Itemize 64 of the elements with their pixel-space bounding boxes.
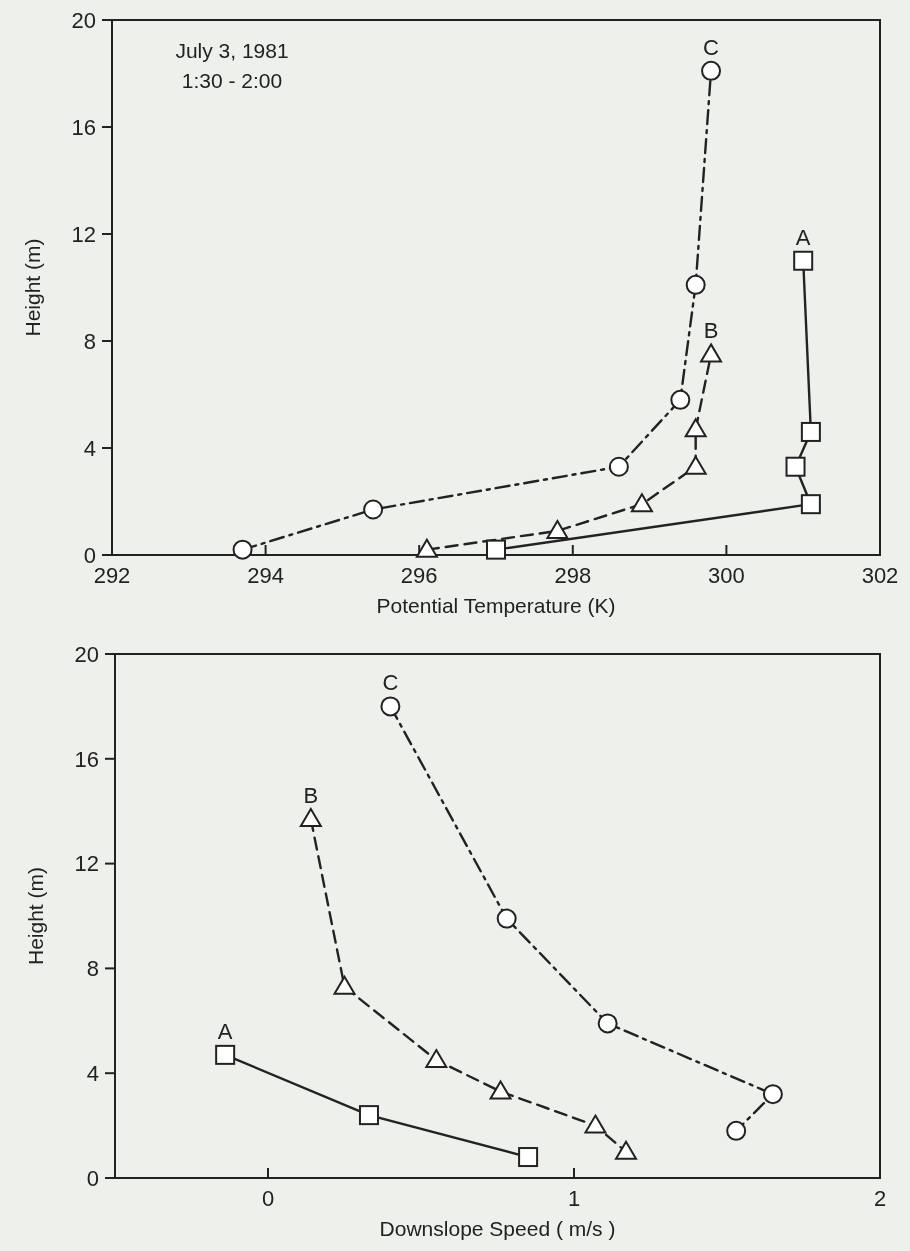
y-axis-title: Height (m) [24,866,47,966]
x-tick-label: 1 [567,1186,581,1211]
y-tick-label: 12 [74,851,99,877]
x-axis-title: Potential Temperature (K) [376,594,616,617]
y-axis-title: Height (m) [21,238,44,337]
point [546,519,569,539]
point [584,1114,607,1134]
y-tick-label: 16 [71,114,96,140]
x-tick-label: 300 [708,563,745,588]
point [358,1105,379,1126]
point [684,455,707,475]
y-tick-label: 12 [71,221,96,247]
y-tick-label: 8 [83,328,96,354]
point [333,975,356,995]
series-label: A [795,224,811,250]
point [726,1120,747,1141]
point [415,538,438,558]
y-tick-label: 20 [71,7,96,33]
point [363,499,384,520]
point [425,1049,448,1069]
x-tick-label: 294 [247,563,284,588]
point [608,456,629,477]
x-tick-label: 0 [261,1186,275,1211]
point [380,696,401,717]
series-label: B [303,783,319,809]
x-tick-label: 292 [93,563,131,588]
point [597,1013,618,1034]
annotation: 1:30 - 2:00 [181,69,283,92]
series-label: C [703,34,720,60]
point [684,418,707,438]
point [800,421,821,442]
point [700,343,723,363]
point [630,493,653,513]
x-tick-label: 296 [400,563,438,588]
point [785,456,806,477]
point [670,389,691,410]
x-tick-label: 302 [861,563,899,588]
point [762,1084,783,1105]
y-tick-label: 20 [74,641,99,667]
series-label: C [382,670,399,696]
point [299,808,322,828]
point [496,908,517,929]
series-label: A [217,1018,233,1044]
point [215,1044,236,1065]
point [793,250,814,271]
annotation: July 3, 1981 [175,39,289,62]
y-tick-label: 4 [86,1060,99,1086]
point [518,1147,539,1168]
series-label: B [703,318,719,344]
x-tick-label: 2 [873,1186,887,1211]
y-tick-label: 0 [86,1165,99,1191]
point [489,1080,512,1100]
point [486,539,506,560]
y-tick-label: 4 [83,435,96,461]
x-axis-title: Downslope Speed ( m/s ) [379,1217,616,1240]
point [615,1140,638,1160]
point [685,274,706,295]
point [800,494,821,515]
y-tick-label: 0 [83,542,96,568]
x-tick-label: 298 [554,563,592,588]
y-tick-label: 16 [74,746,99,772]
point [232,539,253,560]
y-tick-label: 8 [86,956,99,982]
point [701,60,722,81]
